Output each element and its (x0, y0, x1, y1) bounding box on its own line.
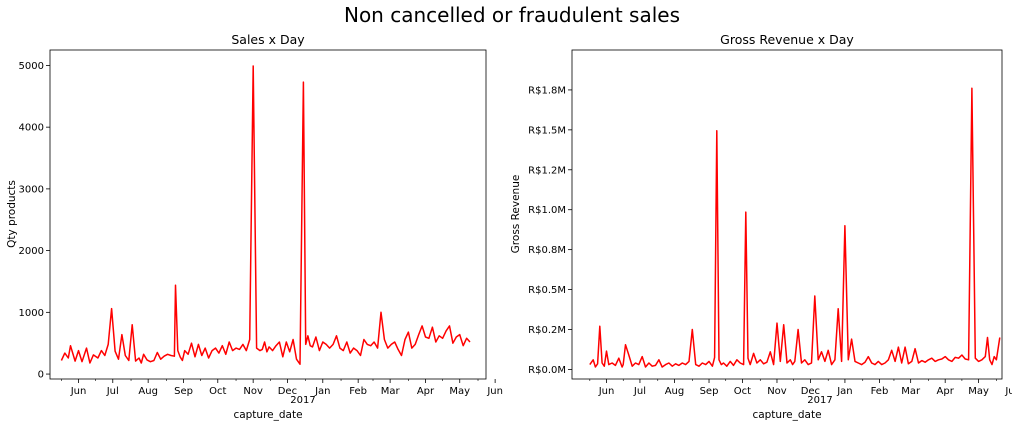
revenue-x-tick-label: Feb (871, 386, 889, 397)
revenue-x-tick-label: Dec (801, 386, 820, 397)
sales-chart: Sales x Day 0 1000 2000 3000 4000 5000 Jun Jul A… (6, 32, 503, 421)
sales-x-tick-label: Dec (278, 386, 297, 397)
sales-x-tick-label: Aug (138, 386, 158, 397)
sales-x-tick-label: Sep (174, 386, 193, 397)
sales-y-tick-label: 4000 (19, 123, 44, 134)
revenue-x-tick-label: Jan (836, 386, 852, 397)
sales-y-tick-label: 1000 (19, 308, 44, 319)
revenue-y-tick-label: R$0.5M (528, 285, 566, 296)
sales-year-label: 2017 (290, 395, 315, 406)
revenue-y-tick-label: R$1.0M (528, 205, 566, 216)
revenue-y-tick-label: R$0.0M (528, 365, 566, 376)
revenue-y-tick-label: R$0.2M (528, 325, 566, 336)
sales-x-tick-label: Apr (417, 386, 435, 397)
sales-x-tick-label: May (449, 386, 470, 397)
revenue-plot-frame (571, 49, 1003, 380)
revenue-x-tick-label: Jun (598, 386, 615, 397)
sales-x-tick-label: Jun (486, 386, 503, 397)
revenue-x-tick-label: May (968, 386, 989, 397)
revenue-x-tick-label: Sep (700, 386, 719, 397)
revenue-x-tick-label: Mar (901, 386, 921, 397)
revenue-x-tick-label: Apr (937, 386, 955, 397)
revenue-chart-title: Gross Revenue x Day (720, 32, 854, 47)
revenue-x-tick-label: Jul (633, 386, 646, 397)
sales-series-line (60, 65, 471, 365)
revenue-x-tick-label: Oct (734, 386, 751, 397)
sales-chart-title: Sales x Day (231, 32, 305, 47)
revenue-series-line (589, 87, 1001, 368)
sales-y-tick-label: 5000 (19, 61, 44, 72)
sales-y-tick-label: 3000 (19, 184, 44, 195)
sales-plot-frame (49, 49, 487, 380)
sales-x-tick-label: Jul (106, 386, 119, 397)
sales-x-tick-label: Mar (381, 386, 401, 397)
sales-x-tick-label: Nov (243, 386, 263, 397)
revenue-x-axis-label: capture_date (752, 409, 821, 421)
revenue-y-tick-label: R$1.5M (528, 125, 566, 136)
sales-x-tick-label: Jan (314, 386, 330, 397)
figure-title: Non cancelled or fraudulent sales (344, 3, 680, 27)
sales-y-tick-label: 0 (38, 370, 44, 381)
revenue-y-axis-label: Gross Revenue (510, 175, 522, 254)
revenue-x-tick-label: Aug (665, 386, 685, 397)
sales-x-tick-label: Feb (349, 386, 367, 397)
sales-x-tick-label: Jun (70, 386, 87, 397)
sales-x-tick-label: Oct (209, 386, 226, 397)
sales-x-axis-label: capture_date (233, 409, 302, 421)
sales-y-axis-label: Qty products (6, 180, 18, 248)
revenue-x-tick-label: Nov (767, 386, 787, 397)
revenue-chart: Gross Revenue x Day R$0.0M R$0.2M R$0.5M R$… (510, 32, 1012, 421)
revenue-y-tick-label: R$0.8M (528, 245, 566, 256)
sales-y-tick-label: 2000 (19, 246, 44, 257)
revenue-year-label: 2017 (807, 395, 832, 406)
revenue-y-tick-label: R$1.8M (528, 85, 566, 96)
revenue-y-tick-label: R$1.2M (528, 165, 566, 176)
revenue-x-tick-label: Jun (1004, 386, 1012, 397)
